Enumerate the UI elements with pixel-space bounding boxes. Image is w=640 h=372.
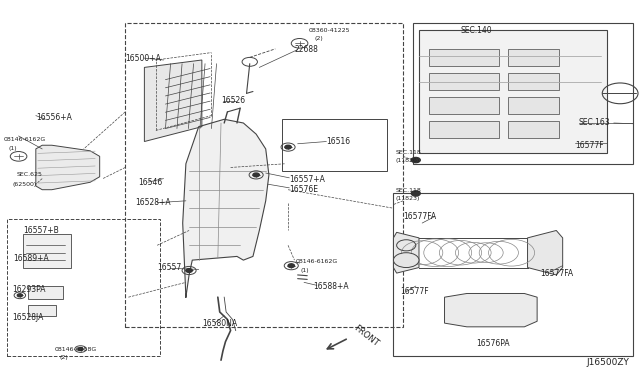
Text: (2): (2) bbox=[60, 355, 68, 360]
Text: 16577FA: 16577FA bbox=[403, 212, 436, 221]
Bar bbox=[429, 97, 499, 114]
Bar bbox=[125, 23, 403, 327]
Text: 16526: 16526 bbox=[221, 96, 245, 105]
Polygon shape bbox=[394, 232, 419, 273]
Bar bbox=[429, 49, 499, 65]
Text: 16576PA: 16576PA bbox=[476, 339, 510, 348]
Bar bbox=[508, 97, 559, 114]
Circle shape bbox=[412, 191, 420, 196]
Circle shape bbox=[253, 173, 259, 177]
Polygon shape bbox=[445, 294, 537, 327]
Circle shape bbox=[412, 157, 420, 163]
Bar bbox=[429, 121, 499, 138]
Text: 16528JA: 16528JA bbox=[12, 313, 44, 322]
Text: 08146-6258G: 08146-6258G bbox=[55, 347, 97, 352]
Bar bbox=[508, 49, 559, 65]
Circle shape bbox=[186, 269, 192, 272]
Bar bbox=[28, 305, 56, 316]
Text: 22688: 22688 bbox=[294, 45, 318, 54]
Text: 16528+A: 16528+A bbox=[135, 198, 170, 207]
Text: 16576E: 16576E bbox=[289, 185, 318, 194]
Text: (1): (1) bbox=[300, 268, 309, 273]
Text: (11826): (11826) bbox=[396, 158, 420, 163]
Text: 16293PA: 16293PA bbox=[12, 285, 45, 294]
Text: SEC.118: SEC.118 bbox=[396, 150, 421, 155]
Text: (11823): (11823) bbox=[396, 196, 420, 202]
Bar bbox=[419, 31, 607, 153]
Polygon shape bbox=[527, 231, 563, 275]
Text: SEC.118: SEC.118 bbox=[396, 188, 421, 193]
Bar bbox=[394, 193, 633, 356]
Circle shape bbox=[285, 145, 291, 149]
Polygon shape bbox=[182, 119, 269, 297]
Text: FRONT: FRONT bbox=[352, 323, 380, 348]
Circle shape bbox=[394, 253, 419, 267]
Text: SEC.625: SEC.625 bbox=[17, 172, 42, 177]
Text: 16577F: 16577F bbox=[400, 287, 428, 296]
Text: 16557: 16557 bbox=[157, 263, 181, 272]
Text: 16589+A: 16589+A bbox=[13, 254, 49, 263]
Bar bbox=[413, 23, 633, 164]
Text: SEC.163: SEC.163 bbox=[579, 119, 611, 128]
Bar bbox=[23, 234, 71, 267]
Polygon shape bbox=[36, 145, 100, 190]
Text: 16546: 16546 bbox=[138, 178, 163, 187]
Text: 16557+A: 16557+A bbox=[289, 175, 325, 184]
Text: 16516: 16516 bbox=[326, 137, 351, 146]
Text: 16577F: 16577F bbox=[575, 141, 604, 150]
Text: J16500ZY: J16500ZY bbox=[587, 357, 630, 366]
Bar bbox=[7, 219, 161, 356]
Circle shape bbox=[78, 347, 83, 350]
Text: 08360-41225: 08360-41225 bbox=[308, 28, 350, 33]
Text: 16556+A: 16556+A bbox=[36, 113, 72, 122]
Text: 16580NA: 16580NA bbox=[202, 319, 237, 328]
Bar bbox=[28, 286, 63, 299]
Text: 16557+B: 16557+B bbox=[23, 226, 59, 235]
Text: (1): (1) bbox=[8, 147, 17, 151]
Text: (62500): (62500) bbox=[12, 182, 36, 187]
Text: 16577FA: 16577FA bbox=[540, 269, 573, 278]
Polygon shape bbox=[145, 60, 202, 141]
Text: 08146-6162G: 08146-6162G bbox=[296, 260, 338, 264]
Bar bbox=[429, 73, 499, 90]
Text: 16588+A: 16588+A bbox=[314, 282, 349, 291]
Text: (2): (2) bbox=[315, 36, 324, 41]
Text: 08146-6162G: 08146-6162G bbox=[4, 137, 46, 142]
Text: SEC.140: SEC.140 bbox=[461, 26, 492, 35]
Bar bbox=[282, 119, 387, 171]
Bar bbox=[508, 121, 559, 138]
Bar bbox=[508, 73, 559, 90]
Circle shape bbox=[288, 264, 294, 267]
Text: 16500+A: 16500+A bbox=[125, 54, 161, 62]
Circle shape bbox=[17, 294, 22, 297]
